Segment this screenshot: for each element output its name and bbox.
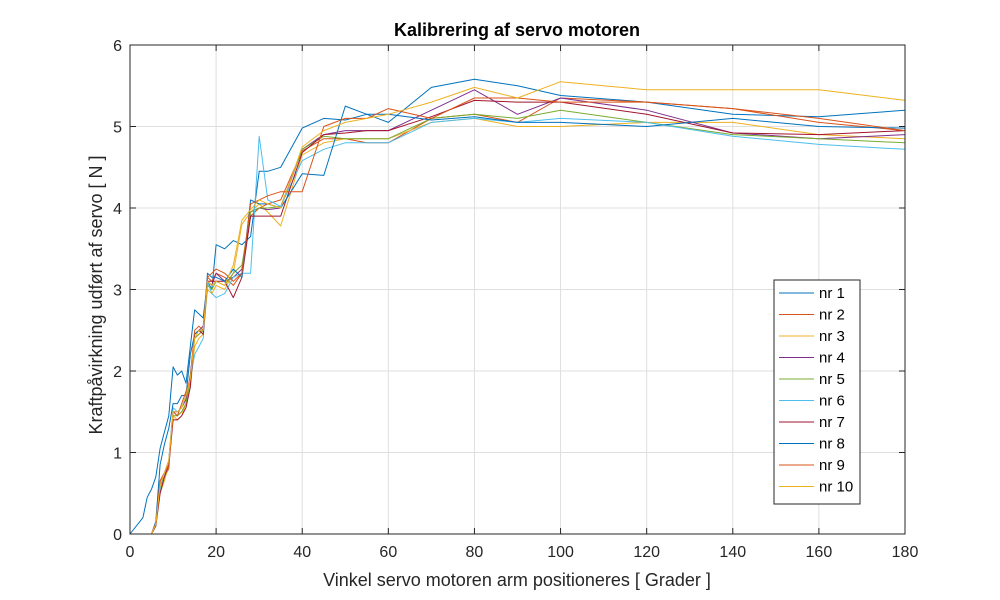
legend: nr 1 nr 2 nr 3 nr 4 nr 5 nr 6 nr 7 nr 8 nr 9 nr 1… [773, 279, 861, 505]
legend-entry-label: nr 6 [819, 393, 845, 410]
y-tick-label: 5 [113, 120, 122, 137]
axis-ticks: 0 20 40 60 80 100 120 140 160 180 0 1 2 3 4 5 6 [113, 38, 918, 561]
series-line-10 [130, 81, 906, 535]
legend-entry-label: nr 8 [819, 436, 845, 453]
y-tick-label: 6 [113, 38, 122, 55]
x-tick-label: 60 [379, 544, 397, 561]
x-tick-label: 100 [547, 544, 574, 561]
x-tick-label: 140 [719, 544, 746, 561]
legend-entry-label: nr 1 [819, 285, 845, 302]
legend-entry-label: nr 10 [819, 479, 853, 496]
x-tick-label: 20 [207, 544, 225, 561]
x-tick-label: 40 [293, 544, 311, 561]
legend-entry-label: nr 5 [819, 371, 845, 388]
chart-title: Kalibrering af servo motoren [394, 20, 640, 40]
y-tick-label: 0 [113, 527, 122, 544]
legend-entry-label: nr 3 [819, 328, 845, 345]
x-tick-label: 180 [892, 544, 919, 561]
legend-box [773, 279, 861, 505]
series-line-8 [130, 105, 906, 535]
x-axis-label: Vinkel servo motoren arm positioneres [ … [323, 570, 711, 590]
x-tick-label: 160 [806, 544, 833, 561]
legend-entry-label: nr 7 [819, 414, 845, 431]
y-tick-label: 4 [113, 201, 122, 218]
legend-entry-label: nr 2 [819, 307, 845, 324]
legend-entry-label: nr 4 [819, 350, 845, 367]
legend-entry-label: nr 9 [819, 457, 845, 474]
x-tick-label: 0 [126, 544, 135, 561]
y-axis-label: Kraftpåvirkning udført af servo [ N ] [86, 155, 106, 434]
series-lines [129, 78, 906, 535]
x-tick-label: 120 [633, 544, 660, 561]
y-tick-label: 3 [113, 283, 122, 300]
x-tick-label: 80 [466, 544, 484, 561]
y-tick-label: 2 [113, 364, 122, 381]
y-tick-label: 1 [113, 446, 122, 463]
series-line-1 [129, 78, 906, 535]
